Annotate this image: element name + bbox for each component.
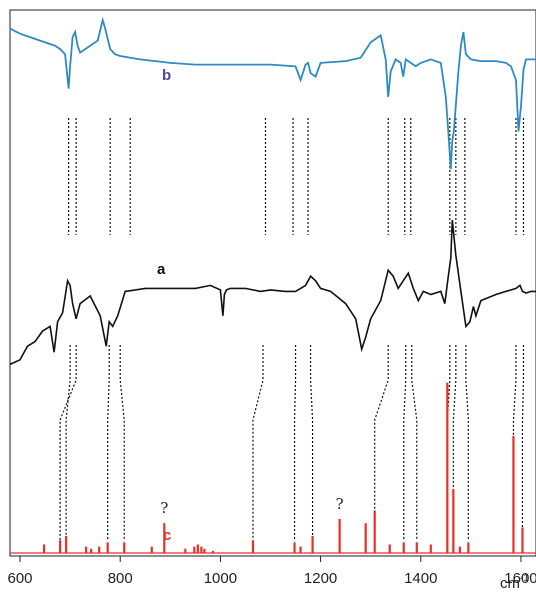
correlation-line bbox=[292, 118, 297, 540]
series-label-c: c bbox=[163, 527, 171, 544]
x-unit-label: cm-1 bbox=[500, 573, 529, 592]
plot-frame bbox=[9, 9, 536, 557]
correlation-line bbox=[65, 118, 71, 540]
x-tick-label: 600 bbox=[8, 570, 33, 587]
correlation-lines bbox=[59, 118, 525, 540]
annotations: ?? bbox=[160, 495, 343, 517]
correlation-line bbox=[512, 118, 517, 540]
x-tick-label: 1000 bbox=[204, 570, 237, 587]
question-annotation: ? bbox=[160, 499, 168, 517]
correlation-line bbox=[59, 118, 77, 540]
x-unit-exp: -1 bbox=[520, 573, 529, 584]
series-b-line bbox=[9, 16, 536, 170]
correlation-line bbox=[374, 118, 389, 540]
x-unit-base: cm bbox=[500, 575, 520, 592]
x-axis-ticks: 600 800 1000 1200 1400 1600 bbox=[8, 556, 536, 587]
correlation-line bbox=[464, 118, 469, 540]
correlation-line bbox=[446, 118, 451, 540]
x-tick-label: 1200 bbox=[304, 570, 337, 587]
x-tick-label: 800 bbox=[108, 570, 133, 587]
x-tick-label: 1600 bbox=[504, 570, 536, 587]
series-label-b: b bbox=[162, 67, 171, 84]
series-c-sticks bbox=[10, 382, 536, 554]
question-annotation: ? bbox=[336, 495, 344, 513]
series-label-a: a bbox=[157, 261, 166, 278]
correlation-line bbox=[521, 118, 525, 540]
correlation-line bbox=[403, 118, 407, 540]
series-a-line bbox=[9, 219, 536, 366]
correlation-line bbox=[452, 118, 457, 540]
x-tick-label: 1400 bbox=[404, 570, 437, 587]
correlation-line bbox=[307, 118, 314, 540]
correlation-line bbox=[410, 118, 418, 540]
correlation-line bbox=[252, 118, 267, 540]
correlation-line bbox=[107, 118, 111, 540]
correlation-line bbox=[119, 118, 131, 540]
